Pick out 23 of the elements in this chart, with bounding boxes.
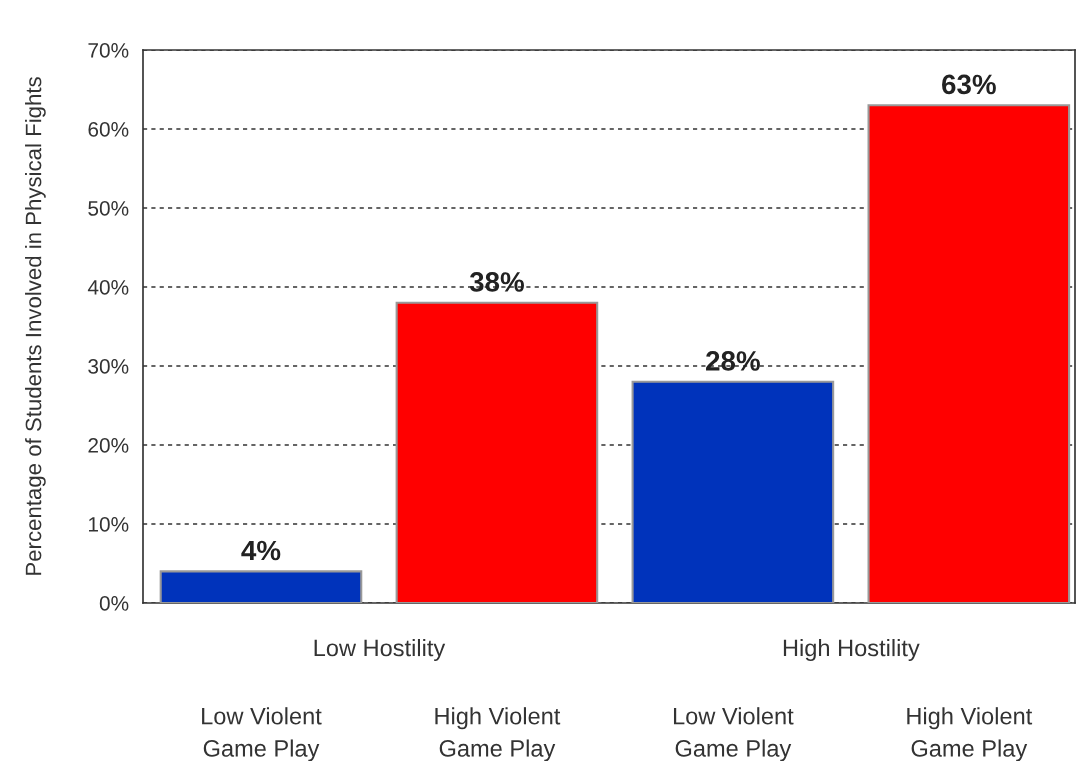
- x-tick-label: Low Violent Game Play: [202, 707, 322, 761]
- data-label: 28%: [706, 351, 760, 371]
- y-tick-label: 60%: [88, 122, 129, 137]
- x-tick-label: Low Violent Game Play: [673, 707, 794, 761]
- y-tick-label: 30%: [88, 359, 129, 374]
- bar: [159, 570, 363, 603]
- bar: [631, 380, 835, 603]
- text: Low Hostility: [314, 639, 446, 662]
- y-tick-label: 50%: [88, 201, 129, 216]
- x-tick-label: High Violent Game Play: [907, 707, 1033, 761]
- data-label: 38%: [469, 272, 524, 292]
- text: High Hostility: [783, 639, 920, 662]
- x-tick-label: High Violent Game Play: [435, 707, 561, 761]
- y-tick-label: 40%: [87, 280, 129, 295]
- data-label: 63%: [942, 74, 996, 95]
- y-axis-title: Percentage of Students Involved in Physical Fights: [25, 77, 46, 575]
- y-tick-label: 70%: [88, 43, 129, 58]
- bar: [867, 104, 1071, 603]
- y-tick-label: 0%: [99, 596, 129, 611]
- y-tick-label: 20%: [88, 438, 129, 453]
- bar: [395, 301, 599, 603]
- y-tick-label: 10%: [89, 517, 129, 532]
- data-label: 4%: [241, 540, 281, 561]
